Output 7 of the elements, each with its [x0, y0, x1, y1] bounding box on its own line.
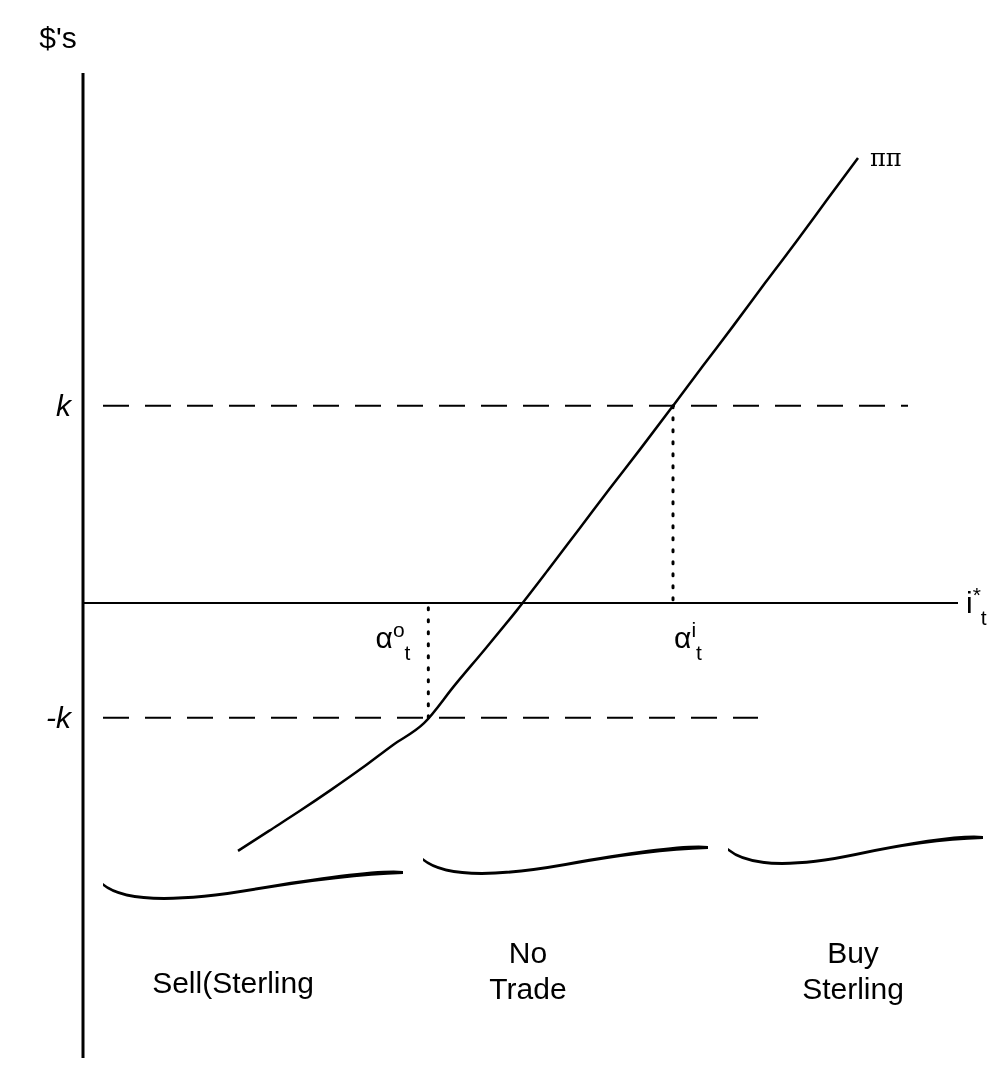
text: Sell(Sterling [152, 966, 314, 999]
text: Buy Sterling [802, 936, 904, 1005]
series-label: ππ [870, 144, 902, 172]
text: No Trade [489, 936, 567, 1005]
text: $'s [39, 21, 77, 54]
ref-line-label: k [56, 388, 73, 422]
ref-line-label: -k [46, 700, 73, 734]
